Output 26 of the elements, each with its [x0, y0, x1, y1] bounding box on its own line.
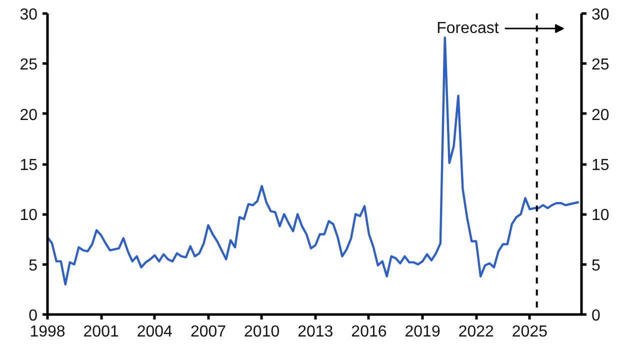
x-tick-label: 2010 — [244, 324, 280, 340]
x-tick-label: 2019 — [404, 324, 440, 340]
x-tick-label: 2013 — [298, 324, 334, 340]
line-series — [48, 36, 580, 286]
x-tick-label: 1998 — [30, 324, 66, 340]
y2-tick-label: 30 — [592, 6, 610, 24]
y-tick-label: 5 — [28, 257, 38, 274]
y-tick-label: 20 — [20, 106, 38, 124]
y2-tick-label: 25 — [592, 56, 610, 74]
y-tick-label: 25 — [20, 56, 38, 74]
ref-line-label: Forecast — [436, 20, 500, 38]
x-tick-label: 2022 — [458, 324, 494, 340]
y-tick-label: 0 — [28, 308, 38, 324]
y2-tick-label: 20 — [592, 106, 610, 124]
x-tick-label: 2004 — [136, 324, 173, 340]
x-tick-label: 2016 — [351, 324, 387, 340]
y2-tick-label: 15 — [592, 157, 610, 174]
y2-tick-label: 10 — [592, 207, 610, 224]
x-tick-label: 2025 — [512, 324, 548, 340]
y2-tick-label: 0 — [592, 308, 600, 324]
y-tick-label: 10 — [20, 207, 38, 224]
y-tick-label: 30 — [20, 6, 38, 24]
x-tick-label: 2007 — [190, 324, 226, 340]
y-tick-label: 15 — [20, 157, 38, 174]
y2-tick-label: 5 — [592, 257, 600, 274]
x-tick-label: 2001 — [83, 324, 119, 340]
